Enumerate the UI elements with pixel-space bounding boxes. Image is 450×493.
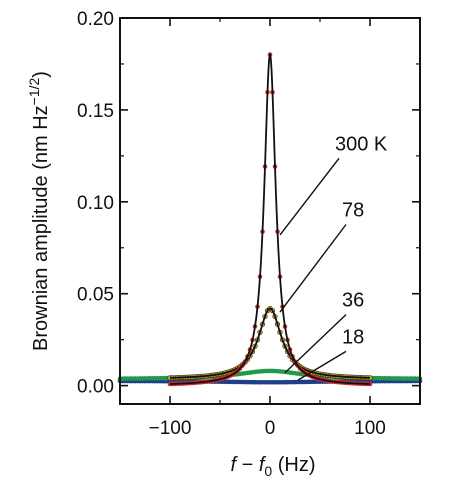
series-300-k [167,51,373,387]
annotation-label: 300 K [335,133,388,155]
annotation-label: 36 [342,290,364,312]
series-78 [167,305,373,381]
x-tick-label: −100 [149,418,192,439]
x-axis-title-var: f [230,454,238,476]
y-axis-title-main: Brownian amplitude (nm Hz [30,105,52,351]
y-tick-label: 0.20 [77,9,114,30]
y-axis-title-close: ) [30,71,52,78]
y-axis-title-exponent: −1/2 [26,77,42,105]
annotation-leader [297,350,347,381]
fit-line [120,380,420,384]
x-axis-title: f − f0 (Hz) [230,454,315,479]
series-layer [117,51,423,387]
annotation-label: 18 [342,326,364,348]
ticks-layer: −100 0 100 0.00 0.05 0.10 0.15 0.20 [77,9,421,439]
x-axis-title-subscript: 0 [264,463,272,479]
x-axis-title-unit: (Hz) [272,454,315,476]
fit-line [169,51,371,385]
y-tick-label: 0.15 [77,101,114,122]
x-axis-title-minus: − [236,454,259,476]
annotation-layer: 300 K 78 36 18 [279,133,388,381]
fit-line [169,307,371,379]
annotation-label: 78 [342,200,364,222]
annotation-leader [284,314,347,374]
plot-frame [119,17,421,405]
annotation-leader [279,224,347,313]
series-36 [117,368,423,381]
y-tick-label: 0.05 [77,285,114,306]
x-tick-label: 0 [265,418,276,439]
annotation-leader [279,157,340,236]
y-axis-title: Brownian amplitude (nm Hz−1/2) [26,71,52,351]
x-axis-title-var2: f [259,454,267,476]
y-tick-label: 0.10 [77,193,114,214]
x-tick-label: 100 [354,418,386,439]
y-tick-label: 0.00 [77,377,114,398]
